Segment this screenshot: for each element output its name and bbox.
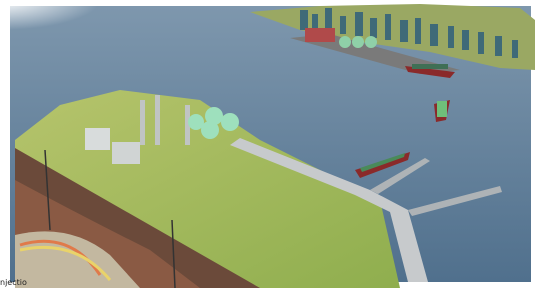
caption: njectio bbox=[0, 278, 27, 287]
scene: njectio bbox=[0, 0, 541, 288]
page: {"caption": "njectio"} bbox=[0, 0, 541, 288]
corner-fade bbox=[0, 0, 100, 30]
